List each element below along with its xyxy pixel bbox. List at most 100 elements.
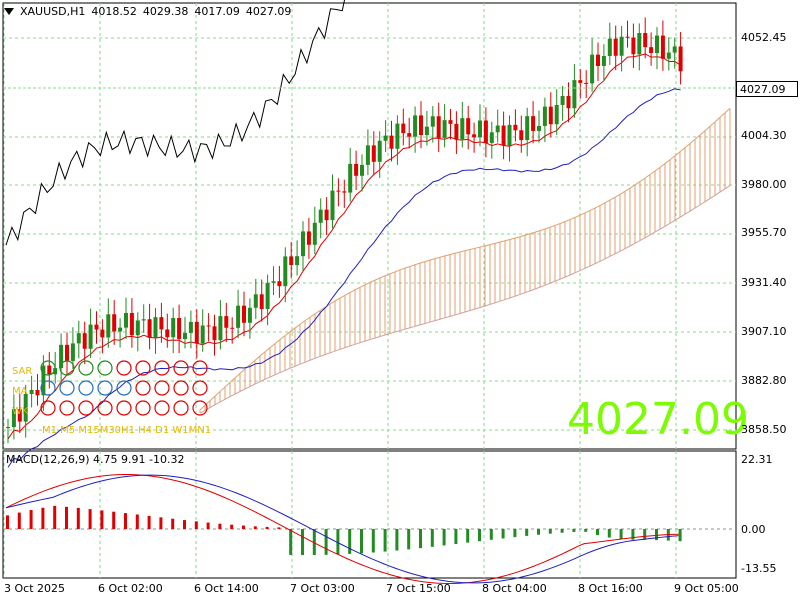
macd-bar — [525, 529, 529, 536]
candle-body — [295, 256, 300, 266]
thumb-icon — [59, 400, 75, 416]
chikou-line — [5, 0, 346, 246]
candle-body — [47, 365, 52, 375]
macd-bar — [183, 520, 186, 529]
candle-body — [489, 132, 494, 143]
macd-bar — [336, 529, 340, 555]
thumb-icon — [97, 400, 113, 416]
macd-bar — [560, 529, 564, 533]
time-tick: 3 Oct 2025 — [4, 582, 66, 595]
candle-body — [389, 135, 394, 149]
open-value: 4018.52 — [91, 4, 137, 18]
price-tick: 3955.70 — [741, 226, 787, 239]
thumb-icon — [135, 400, 151, 416]
timeframe-labels: M1 M5 M15M30H1 H4 D1 W1MN1 — [42, 425, 212, 436]
candle-body — [354, 163, 359, 176]
macd-bar — [513, 529, 517, 538]
macd-bar — [489, 529, 493, 540]
candle-body — [436, 116, 441, 138]
candle-body — [666, 52, 671, 59]
candle-body — [124, 313, 128, 328]
candles — [6, 17, 683, 444]
thumb-icon — [78, 380, 94, 396]
candle-body — [100, 329, 105, 338]
macd-bar — [218, 523, 222, 529]
candle-body — [70, 343, 75, 361]
macd-bar — [371, 529, 375, 553]
candle-body — [265, 282, 270, 310]
macd-bar — [312, 529, 316, 556]
candle-body — [460, 118, 465, 140]
candle-body — [572, 80, 577, 109]
candle-body — [525, 116, 530, 141]
candle-body — [236, 305, 241, 328]
macd-bar — [619, 529, 623, 540]
macd-bar — [289, 529, 293, 555]
candle-body — [360, 164, 364, 176]
dropdown-triangle-icon[interactable] — [4, 7, 14, 15]
candle-body — [348, 163, 353, 193]
macd-tick: 0.00 — [741, 523, 766, 536]
candle-body — [560, 95, 565, 105]
macd-bar — [253, 526, 257, 529]
candle-body — [153, 317, 158, 338]
candle-body — [76, 333, 81, 344]
candle-body — [218, 316, 223, 341]
candle-body — [194, 321, 199, 344]
thumb-icon — [192, 360, 208, 376]
candle-body — [442, 120, 447, 138]
thumb-icon — [40, 400, 56, 416]
macd-bar — [643, 529, 647, 540]
thumb-icon — [154, 400, 170, 416]
thumb-icon — [173, 380, 189, 396]
macd-bar — [442, 529, 446, 546]
time-tick: 7 Oct 15:00 — [386, 582, 451, 595]
price-tick: 3980.00 — [741, 178, 787, 191]
candle-body — [330, 190, 335, 221]
candle-body — [395, 123, 400, 149]
candle-body — [247, 307, 252, 323]
candle-body — [365, 145, 370, 165]
candle-body — [377, 140, 382, 162]
candle-body — [259, 294, 264, 310]
candle-body — [177, 318, 182, 340]
thumb-icon — [40, 380, 56, 396]
macd-tick: -13.55 — [741, 562, 777, 575]
price-tick: 4004.30 — [741, 129, 787, 142]
macd-label: MACD(12,26,9) 4.75 9.91 -10.32 — [6, 453, 185, 466]
candle-body — [118, 327, 123, 332]
candle-body — [271, 281, 276, 283]
thumb-icon — [173, 360, 189, 376]
macd-bar — [41, 507, 45, 529]
thumb-icon — [59, 360, 75, 376]
candle-body — [206, 325, 211, 327]
thumb-icon — [116, 400, 132, 416]
candle-body — [578, 80, 583, 83]
price-tick: 3858.50 — [741, 423, 787, 436]
candle-body — [277, 281, 282, 287]
candle-body — [106, 314, 111, 338]
macd-bar — [265, 526, 269, 529]
candle-body — [601, 56, 606, 66]
candle-body — [637, 33, 642, 55]
candle-body — [224, 316, 229, 328]
candle-body — [82, 333, 87, 349]
candle-body — [53, 368, 58, 375]
candle-body — [649, 47, 654, 54]
candle-body — [324, 209, 329, 221]
macd-bar — [395, 529, 399, 551]
candle-body — [501, 125, 506, 146]
candle-body — [643, 33, 648, 48]
macd-bar — [607, 529, 611, 538]
thumb-icon — [173, 400, 189, 416]
candle-body — [430, 116, 435, 127]
price-tick: 3931.40 — [741, 276, 787, 289]
macd-bar — [537, 529, 540, 535]
thumb-icon — [59, 380, 75, 396]
price-tick: 3882.80 — [741, 374, 787, 387]
candle-body — [171, 318, 176, 338]
candle-body — [631, 37, 636, 55]
macd-bar — [430, 529, 434, 547]
thumb-icon — [116, 380, 132, 396]
